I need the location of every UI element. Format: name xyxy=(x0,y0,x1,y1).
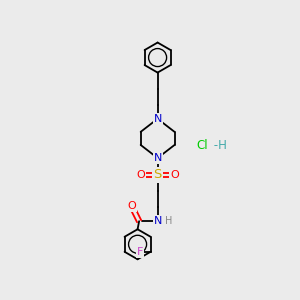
Text: H: H xyxy=(165,216,172,226)
Text: N: N xyxy=(153,216,162,226)
Text: -H: -H xyxy=(210,139,227,152)
Text: Cl: Cl xyxy=(196,139,208,152)
Text: O: O xyxy=(136,170,145,180)
Text: N: N xyxy=(153,153,162,163)
Text: S: S xyxy=(153,169,162,182)
Text: F: F xyxy=(136,247,143,257)
Text: O: O xyxy=(170,170,179,180)
Text: N: N xyxy=(153,114,162,124)
Text: O: O xyxy=(127,201,136,211)
